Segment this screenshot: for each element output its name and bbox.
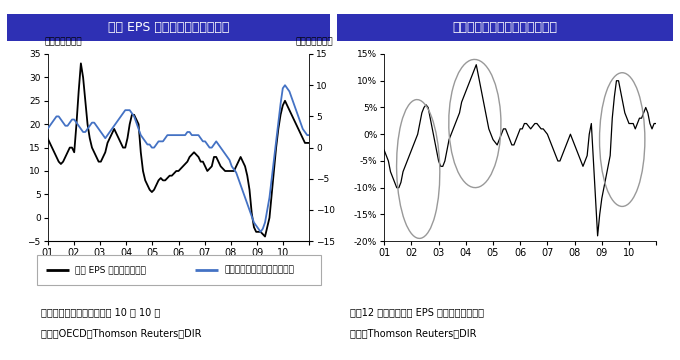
Text: 景気先行指数変化率（右軸）: 景気先行指数変化率（右軸）: [224, 266, 294, 274]
Text: 予想 EPS 変化率（左軸）: 予想 EPS 変化率（左軸）: [75, 266, 146, 274]
Text: 出所：OECD、Thomson Reuters、DIR: 出所：OECD、Thomson Reuters、DIR: [41, 329, 201, 339]
Text: 出所：Thomson Reuters、DIR: 出所：Thomson Reuters、DIR: [350, 329, 477, 339]
Text: リビジョンインデックスの推移: リビジョンインデックスの推移: [452, 21, 558, 35]
Text: （前年比、％）: （前年比、％）: [295, 38, 333, 47]
Text: 注：景気先行指数の直近は 10 年 10 月: 注：景気先行指数の直近は 10 年 10 月: [41, 307, 160, 317]
Text: 注：12 カ月先行予想 EPS の伸び率との相関: 注：12 カ月先行予想 EPS の伸び率との相関: [350, 307, 484, 317]
Text: 予想 EPS と景気先行指数の変化: 予想 EPS と景気先行指数の変化: [107, 21, 229, 35]
Text: （前年比、％）: （前年比、％）: [45, 38, 82, 47]
